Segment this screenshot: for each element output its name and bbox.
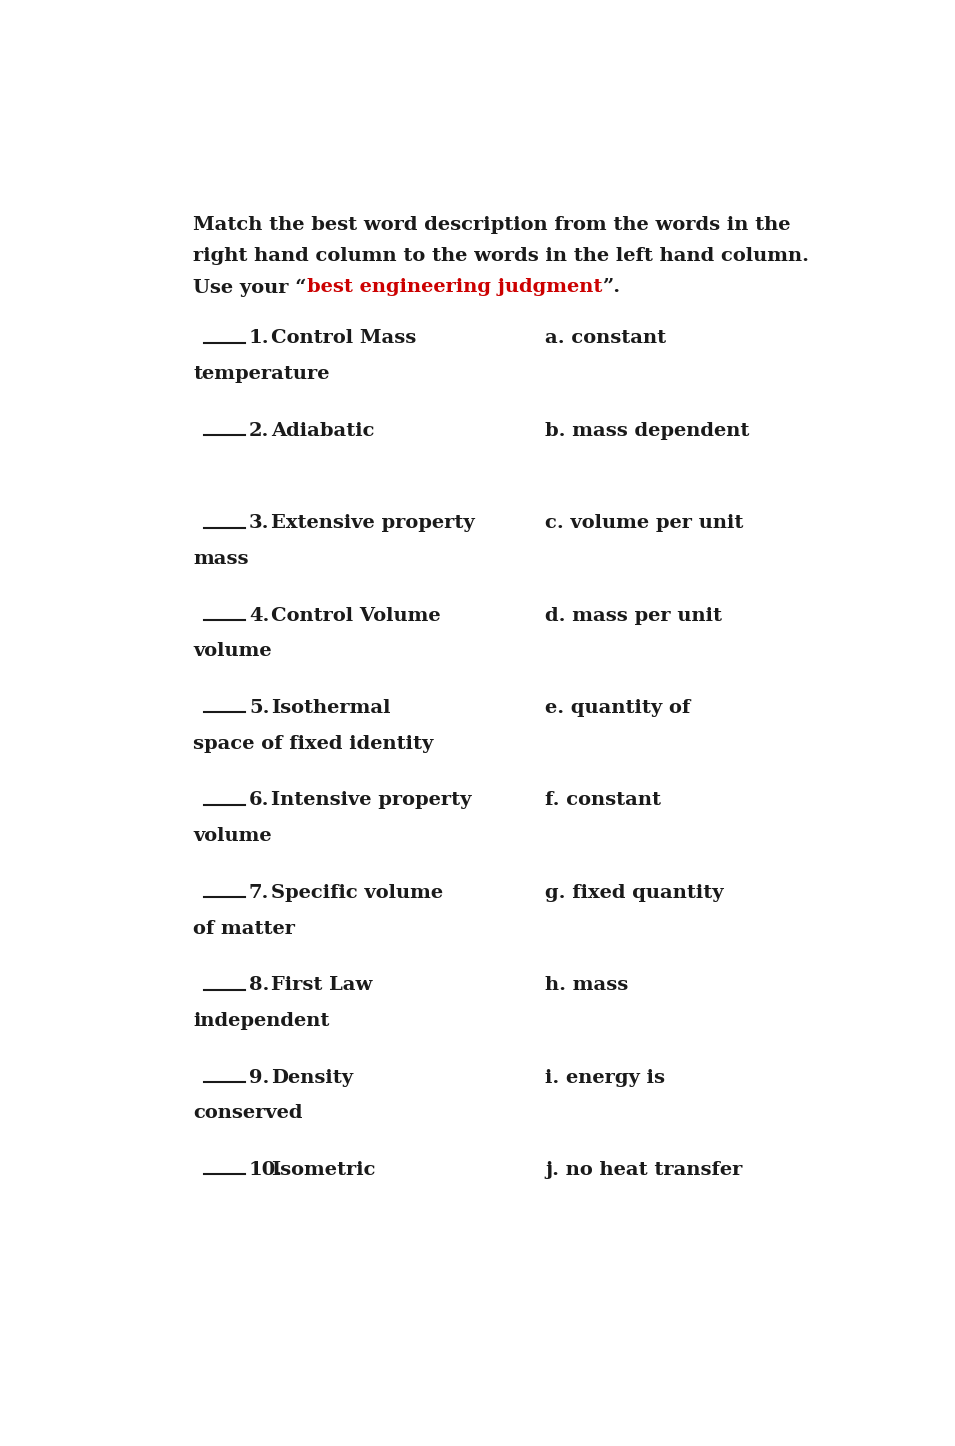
Text: temperature: temperature <box>193 364 329 383</box>
Text: c. volume per unit: c. volume per unit <box>545 515 743 532</box>
Text: g. fixed quantity: g. fixed quantity <box>545 884 724 902</box>
Text: b. mass dependent: b. mass dependent <box>545 422 750 440</box>
Text: volume: volume <box>193 827 272 844</box>
Text: 8.: 8. <box>249 976 269 995</box>
Text: Density: Density <box>271 1069 353 1087</box>
Text: 3.: 3. <box>249 515 269 532</box>
Text: ”.: ”. <box>603 278 620 296</box>
Text: independent: independent <box>193 1012 329 1030</box>
Text: Control Volume: Control Volume <box>271 607 440 625</box>
Text: i. energy is: i. energy is <box>545 1069 665 1087</box>
Text: 4.: 4. <box>249 607 269 625</box>
Text: space of fixed identity: space of fixed identity <box>193 735 434 753</box>
Text: 1.: 1. <box>249 330 269 347</box>
Text: right hand column to the words in the left hand column.: right hand column to the words in the le… <box>193 247 810 265</box>
Text: d. mass per unit: d. mass per unit <box>545 607 722 625</box>
Text: Use your “: Use your “ <box>193 278 307 296</box>
Text: 10.: 10. <box>249 1161 283 1178</box>
Text: Adiabatic: Adiabatic <box>271 422 374 440</box>
Text: best engineering judgment: best engineering judgment <box>307 278 603 296</box>
Text: volume: volume <box>193 642 272 661</box>
Text: Specific volume: Specific volume <box>271 884 443 902</box>
Text: Match the best word description from the words in the: Match the best word description from the… <box>193 215 791 234</box>
Text: 7.: 7. <box>249 884 269 902</box>
Text: 6.: 6. <box>249 791 269 810</box>
Text: h. mass: h. mass <box>545 976 628 995</box>
Text: conserved: conserved <box>193 1105 303 1122</box>
Text: 9.: 9. <box>249 1069 269 1087</box>
Text: Extensive property: Extensive property <box>271 515 475 532</box>
Text: Isothermal: Isothermal <box>271 698 391 717</box>
Text: f. constant: f. constant <box>545 791 661 810</box>
Text: Intensive property: Intensive property <box>271 791 472 810</box>
Text: a. constant: a. constant <box>545 330 666 347</box>
Text: j. no heat transfer: j. no heat transfer <box>545 1161 742 1178</box>
Text: First Law: First Law <box>271 976 372 995</box>
Text: Control Mass: Control Mass <box>271 330 416 347</box>
Text: of matter: of matter <box>193 920 295 937</box>
Text: mass: mass <box>193 549 249 568</box>
Text: e. quantity of: e. quantity of <box>545 698 690 717</box>
Text: Isometric: Isometric <box>271 1161 375 1178</box>
Text: 2.: 2. <box>249 422 269 440</box>
Text: 5.: 5. <box>249 698 269 717</box>
